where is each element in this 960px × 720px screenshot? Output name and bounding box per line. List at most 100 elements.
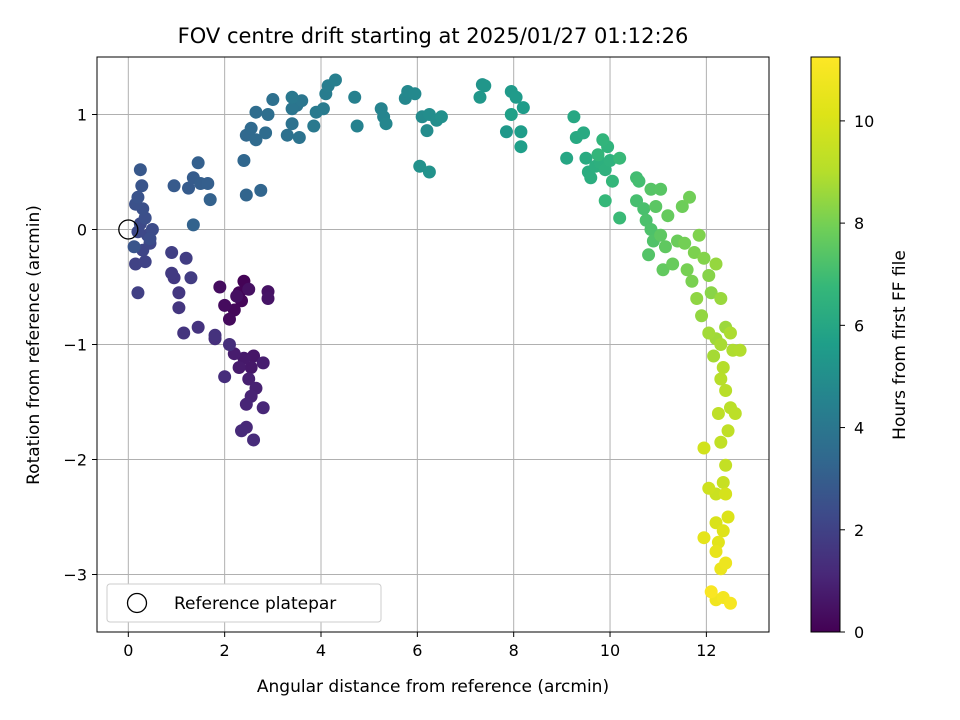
data-point bbox=[692, 228, 706, 242]
data-point bbox=[697, 441, 711, 455]
data-point bbox=[201, 177, 215, 190]
data-point bbox=[644, 223, 658, 236]
data-point bbox=[213, 280, 227, 294]
data-point bbox=[266, 93, 280, 107]
data-point bbox=[350, 119, 364, 133]
data-point bbox=[133, 163, 147, 177]
reference-marker-layer bbox=[118, 219, 139, 240]
data-point bbox=[179, 251, 193, 265]
data-point bbox=[127, 240, 141, 254]
data-point bbox=[654, 228, 668, 242]
data-point bbox=[235, 424, 249, 438]
data-point bbox=[654, 182, 668, 196]
data-point bbox=[509, 90, 523, 104]
data-point bbox=[191, 320, 205, 334]
data-point bbox=[632, 174, 646, 188]
data-point bbox=[733, 343, 747, 357]
colorbar bbox=[810, 56, 841, 633]
data-point bbox=[658, 240, 672, 254]
data-point bbox=[596, 133, 610, 147]
data-point bbox=[328, 73, 342, 87]
data-point bbox=[685, 274, 699, 288]
legend-label: Reference platepar bbox=[174, 594, 336, 614]
data-point bbox=[683, 190, 697, 204]
data-point bbox=[577, 126, 591, 140]
colorbar-tick-label: 8 bbox=[854, 214, 864, 233]
data-point bbox=[237, 154, 251, 167]
x-tick-label: 0 bbox=[123, 641, 133, 660]
data-point bbox=[704, 585, 718, 599]
data-point bbox=[244, 121, 258, 135]
data-point bbox=[644, 182, 658, 196]
data-point bbox=[191, 156, 205, 170]
data-point bbox=[218, 370, 232, 384]
data-point bbox=[261, 292, 275, 305]
data-point bbox=[165, 266, 179, 280]
data-point bbox=[222, 312, 236, 326]
x-tick-label: 12 bbox=[696, 641, 716, 660]
x-tick-label: 4 bbox=[316, 641, 326, 660]
x-axis-label: Angular distance from reference (arcmin) bbox=[257, 677, 609, 697]
data-point bbox=[254, 183, 268, 197]
data-point bbox=[721, 424, 735, 438]
data-point bbox=[560, 151, 574, 165]
data-point bbox=[172, 301, 186, 315]
data-point bbox=[239, 397, 253, 411]
data-point bbox=[516, 101, 530, 115]
data-point bbox=[504, 108, 518, 121]
data-point bbox=[422, 165, 436, 179]
data-point bbox=[499, 125, 513, 139]
data-point bbox=[285, 117, 299, 131]
chart-title: FOV centre drift starting at 2025/01/27 … bbox=[178, 24, 689, 48]
data-point bbox=[348, 90, 362, 104]
colorbar-ticks: 0 2 4 6 8 10 bbox=[840, 112, 874, 642]
data-point bbox=[697, 531, 711, 545]
data-point bbox=[379, 117, 393, 131]
data-point bbox=[613, 211, 627, 225]
x-tick-label: 6 bbox=[412, 641, 422, 660]
data-point bbox=[138, 255, 152, 269]
data-point bbox=[514, 125, 528, 139]
data-point bbox=[702, 326, 716, 340]
data-point bbox=[131, 190, 145, 204]
x-tick-label: 10 bbox=[600, 641, 620, 660]
data-point bbox=[473, 90, 487, 104]
data-point bbox=[239, 188, 253, 202]
data-point bbox=[661, 209, 675, 223]
data-point bbox=[280, 128, 294, 142]
data-point bbox=[666, 257, 680, 271]
data-point bbox=[203, 193, 217, 207]
data-point bbox=[514, 140, 528, 154]
data-point bbox=[242, 282, 256, 296]
colorbar-tick-label: 6 bbox=[854, 316, 864, 335]
data-point bbox=[242, 372, 256, 386]
data-point bbox=[637, 202, 651, 216]
data-point bbox=[709, 257, 723, 271]
data-point bbox=[714, 338, 728, 351]
grid-lines bbox=[97, 57, 769, 632]
data-point bbox=[413, 159, 427, 173]
data-point bbox=[719, 458, 733, 472]
data-point bbox=[719, 487, 733, 501]
data-point bbox=[702, 481, 716, 495]
data-point bbox=[642, 248, 656, 262]
data-point bbox=[230, 289, 244, 303]
data-point bbox=[716, 524, 730, 538]
data-point bbox=[591, 148, 605, 162]
data-point bbox=[613, 151, 627, 165]
data-point bbox=[704, 286, 718, 300]
data-point bbox=[687, 246, 701, 259]
reference-platepar-marker bbox=[118, 219, 139, 240]
legend-box bbox=[106, 583, 382, 623]
data-point bbox=[584, 171, 598, 185]
data-point bbox=[244, 361, 258, 374]
x-tick-label: 2 bbox=[220, 641, 230, 660]
data-point bbox=[172, 286, 186, 300]
colorbar-label: Hours from first FF file bbox=[890, 250, 910, 440]
data-point bbox=[690, 292, 704, 305]
data-point bbox=[721, 510, 735, 524]
data-point bbox=[218, 298, 232, 312]
data-point bbox=[316, 102, 330, 116]
data-point bbox=[709, 545, 723, 558]
